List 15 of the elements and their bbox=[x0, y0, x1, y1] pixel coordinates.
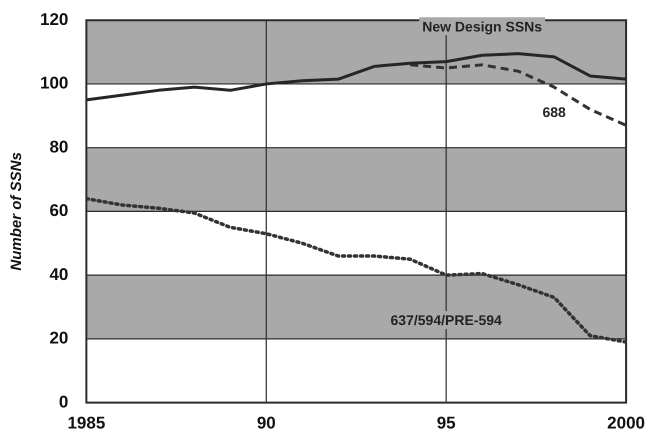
y-tick-label: 100 bbox=[40, 74, 68, 93]
x-tick-label: 90 bbox=[256, 413, 276, 432]
series-label: New Design SSNs bbox=[422, 18, 542, 34]
y-tick-label: 40 bbox=[49, 264, 68, 284]
x-tick-label: 95 bbox=[436, 413, 456, 432]
x-tick-label: 1985 bbox=[67, 413, 106, 432]
y-tick-label: 20 bbox=[49, 328, 68, 348]
text: 637/594/PRE-594 bbox=[390, 312, 502, 328]
y-tick-label: 120 bbox=[40, 10, 68, 29]
y-axis-title: Number of SSNs bbox=[8, 152, 26, 271]
y-tick-label: 80 bbox=[49, 137, 68, 156]
x-tick-label: 2000 bbox=[607, 413, 646, 432]
y-tick-label: 0 bbox=[58, 392, 68, 412]
y-tick-label: 60 bbox=[49, 201, 68, 220]
series-label: 688 bbox=[542, 104, 566, 120]
